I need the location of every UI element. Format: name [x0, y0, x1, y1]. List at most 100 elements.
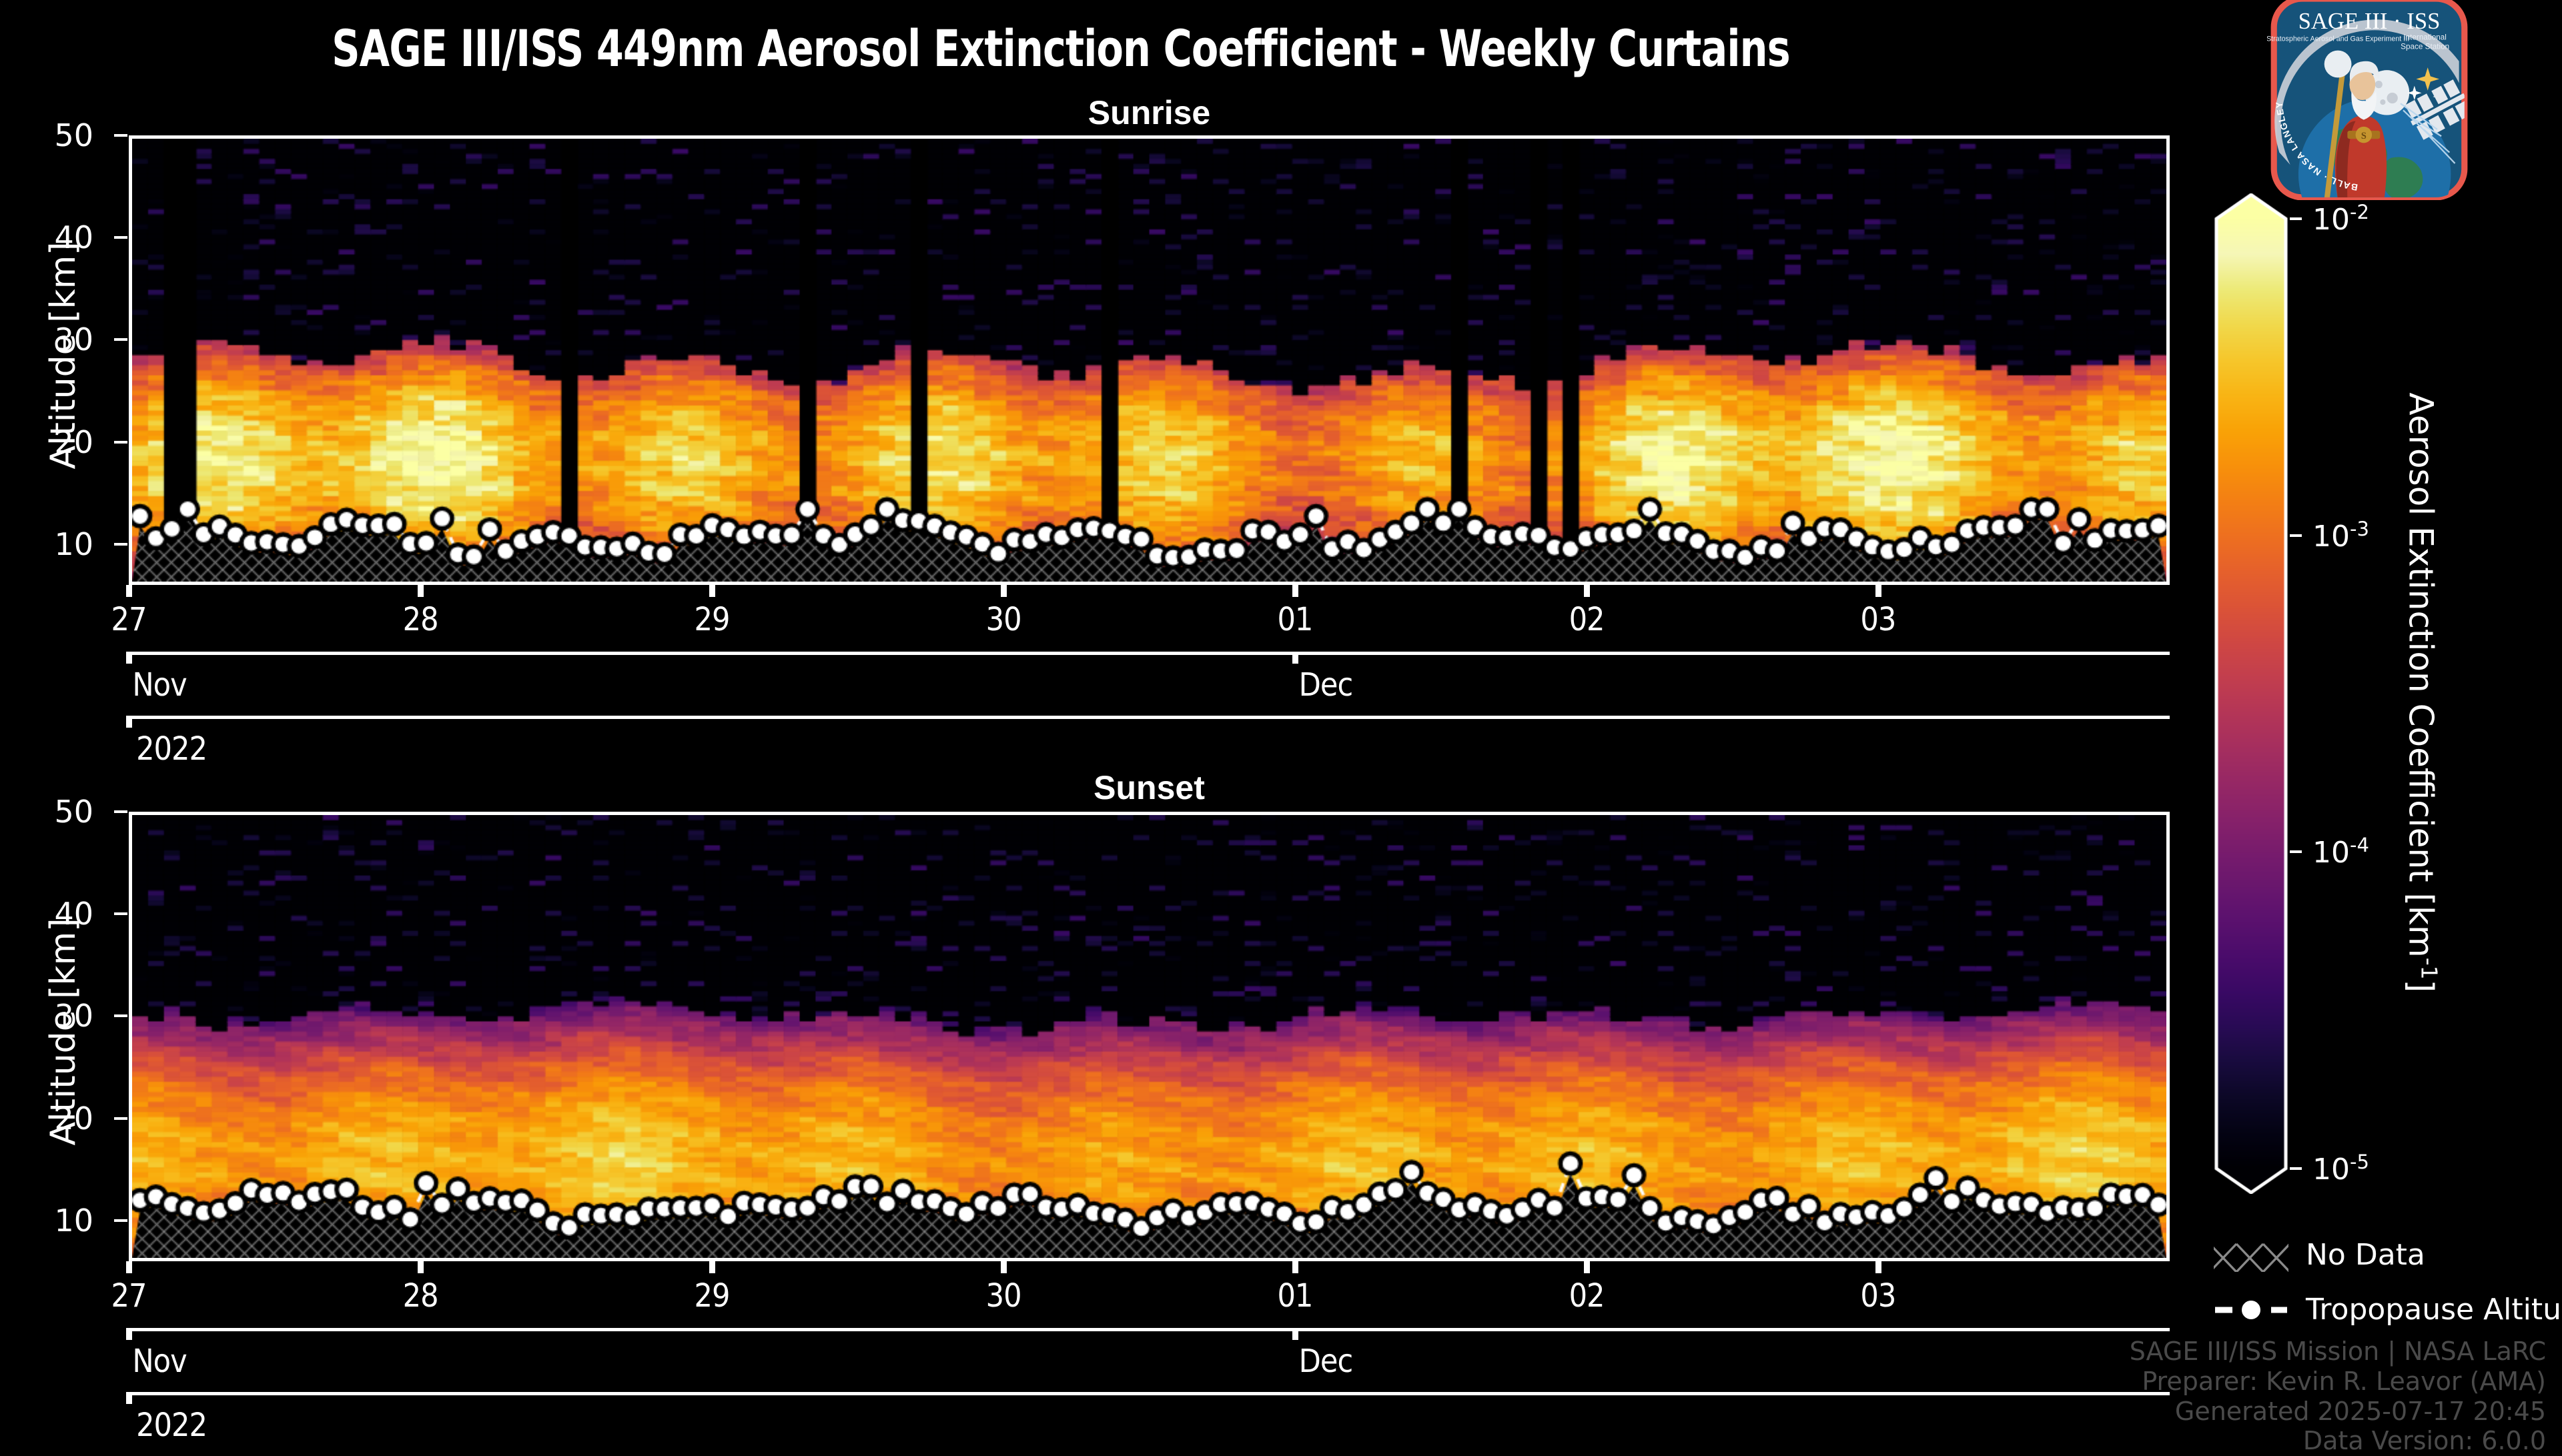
panel-title-sunrise: Sunrise [1088, 94, 1211, 131]
x-tick-mark-day-27 [126, 1261, 132, 1273]
colorbar-tick-mark [2290, 1167, 2302, 1170]
month-tick-mark-Nov [126, 1328, 132, 1340]
x-tick-label-day-27: 27 [111, 1277, 147, 1315]
x-tick-mark-day-02 [1584, 1261, 1591, 1273]
x-tick-mark-day-28 [418, 585, 424, 597]
month-tick-mark-Dec [1292, 1328, 1298, 1340]
footer-line-generated: Generated 2025-07-17 20:45 [2174, 1396, 2546, 1426]
y-tick-mark-10 [114, 1219, 127, 1222]
y-tick-label-50: 50 [54, 117, 93, 153]
x-tick-label-day-30: 30 [985, 1277, 1022, 1315]
year-label-2022: 2022 [136, 1407, 207, 1444]
logo-subtitle-right-1: International [2403, 33, 2447, 41]
x-tick-label-day-01: 01 [1277, 601, 1313, 638]
year-label-2022: 2022 [136, 730, 207, 768]
logo-subtitle-right-2: Space Station [2401, 43, 2449, 51]
no-data-hatch-icon [2208, 1238, 2291, 1273]
month-axis-bar [129, 652, 2170, 655]
month-label-Dec: Dec [1298, 1343, 1354, 1380]
legend-item-no-data: No Data [2208, 1238, 2425, 1273]
y-tick-label-40: 40 [54, 219, 93, 256]
x-tick-label-day-02: 02 [1569, 601, 1605, 638]
colorbar-tick-mark [2290, 534, 2302, 537]
plot-area-sunset[interactable] [129, 812, 2170, 1261]
y-tick-mark-20 [114, 1117, 127, 1120]
colorbar-tick-mark [2290, 850, 2302, 854]
year-axis-bar [129, 716, 2170, 719]
x-tick-mark-day-01 [1292, 1261, 1298, 1273]
footer-line-mission: SAGE III/ISS Mission | NASA LaRC [2129, 1337, 2546, 1366]
colorbar-title: Aerosol Extinction Coefficient [km-1] [2401, 392, 2443, 993]
month-tick-mark-Dec [1292, 652, 1298, 664]
x-tick-mark-day-01 [1292, 585, 1298, 597]
year-tick-mark-2022 [126, 1392, 132, 1404]
x-tick-mark-day-03 [1875, 585, 1881, 597]
y-tick-mark-40 [114, 236, 127, 239]
x-tick-mark-day-30 [1001, 585, 1007, 597]
y-tick-label-10: 10 [54, 526, 93, 562]
legend-label-no-data: No Data [2306, 1238, 2425, 1272]
x-tick-label-day-29: 29 [694, 1277, 730, 1315]
y-tick-mark-30 [114, 1014, 127, 1018]
x-tick-label-day-30: 30 [985, 601, 1022, 638]
colorbar-tick-label-3: 10-5 [2312, 1151, 2369, 1187]
sage-iii-iss-mission-logo: S BALL · NASA LANGLEY RESEARCH CENTER · … [2266, 0, 2471, 201]
x-tick-label-day-01: 01 [1277, 1277, 1313, 1315]
tropopause-line-icon [2214, 1293, 2288, 1327]
x-tick-label-day-28: 28 [402, 601, 439, 638]
legend-item-tropopause: Tropopause Altitude [2214, 1293, 2562, 1327]
plot-area-sunrise[interactable] [129, 135, 2170, 585]
y-tick-label-20: 20 [54, 1100, 93, 1137]
x-axis-sunrise: 27 28 29 30 01 02 03 Nov Dec 2022 [111, 585, 2170, 768]
x-tick-label-day-02: 02 [1569, 1277, 1605, 1315]
x-tick-label-day-03: 03 [1860, 1277, 1896, 1315]
year-tick-mark-2022 [126, 716, 132, 728]
y-tick-mark-30 [114, 338, 127, 341]
footer-credits: SAGE III/ISS Mission | NASA LaRC Prepare… [1828, 1337, 2546, 1456]
x-tick-mark-day-27 [126, 585, 132, 597]
y-tick-label-30: 30 [54, 321, 93, 358]
y-axis-ticks-sunrise: 10 20 30 40 50 [0, 0, 129, 600]
page-title: SAGE III/ISS 449nm Aerosol Extinction Co… [332, 19, 1790, 78]
y-tick-label-30: 30 [54, 998, 93, 1034]
y-tick-mark-10 [114, 542, 127, 546]
month-tick-mark-Nov [126, 652, 132, 664]
x-tick-mark-day-29 [709, 585, 715, 597]
x-tick-mark-day-29 [709, 1261, 715, 1273]
month-label-Nov: Nov [132, 1343, 187, 1380]
y-axis-ticks-sunset: 10 20 30 40 50 [0, 676, 129, 1277]
x-tick-mark-day-30 [1001, 1261, 1007, 1273]
y-tick-label-50: 50 [54, 794, 93, 830]
month-label-Dec: Dec [1298, 666, 1354, 704]
panel-title-sunset: Sunset [1094, 769, 1205, 806]
month-label-Nov: Nov [132, 666, 187, 704]
x-tick-mark-day-28 [418, 1261, 424, 1273]
x-tick-label-day-03: 03 [1860, 601, 1896, 638]
y-tick-mark-40 [114, 912, 127, 916]
x-tick-mark-day-03 [1875, 1261, 1881, 1273]
x-tick-mark-day-02 [1584, 585, 1591, 597]
y-tick-mark-20 [114, 440, 127, 444]
svg-text:S: S [2361, 131, 2367, 141]
year-axis-bar [129, 1392, 2170, 1395]
legend-label-tropopause: Tropopause Altitude [2306, 1293, 2562, 1327]
x-tick-label-day-29: 29 [694, 601, 730, 638]
month-axis-bar [129, 1328, 2170, 1331]
x-tick-label-day-27: 27 [111, 601, 147, 638]
colorbar-tick-label-0: 10-2 [2312, 201, 2369, 237]
logo-subtitle-left: Stratospheric Aerosol and Gas Experiment… [2267, 35, 2409, 43]
y-tick-mark-50 [114, 134, 127, 137]
logo-svg: S BALL · NASA LANGLEY RESEARCH CENTER · … [2266, 0, 2468, 201]
colorbar-tick-label-2: 10-4 [2312, 834, 2369, 870]
x-axis-sunset: 27 28 29 30 01 02 03 Nov Dec 2022 [111, 1261, 2170, 1444]
footer-line-preparer: Preparer: Kevin R. Leavor (AMA) [2142, 1366, 2546, 1396]
colorbar[interactable]: 10-2 10-3 10-4 10-5 Aerosol Extinction Coef… [2214, 193, 2494, 1201]
y-tick-label-40: 40 [54, 896, 93, 932]
colorbar-tick-label-1: 10-3 [2312, 517, 2369, 554]
y-tick-mark-50 [114, 810, 127, 813]
colorbar-tick-mark [2290, 217, 2302, 220]
y-tick-label-20: 20 [54, 424, 93, 460]
y-tick-label-10: 10 [54, 1202, 93, 1239]
footer-line-version: Data Version: 6.0.0 [2302, 1426, 2546, 1456]
x-tick-label-day-28: 28 [402, 1277, 439, 1315]
